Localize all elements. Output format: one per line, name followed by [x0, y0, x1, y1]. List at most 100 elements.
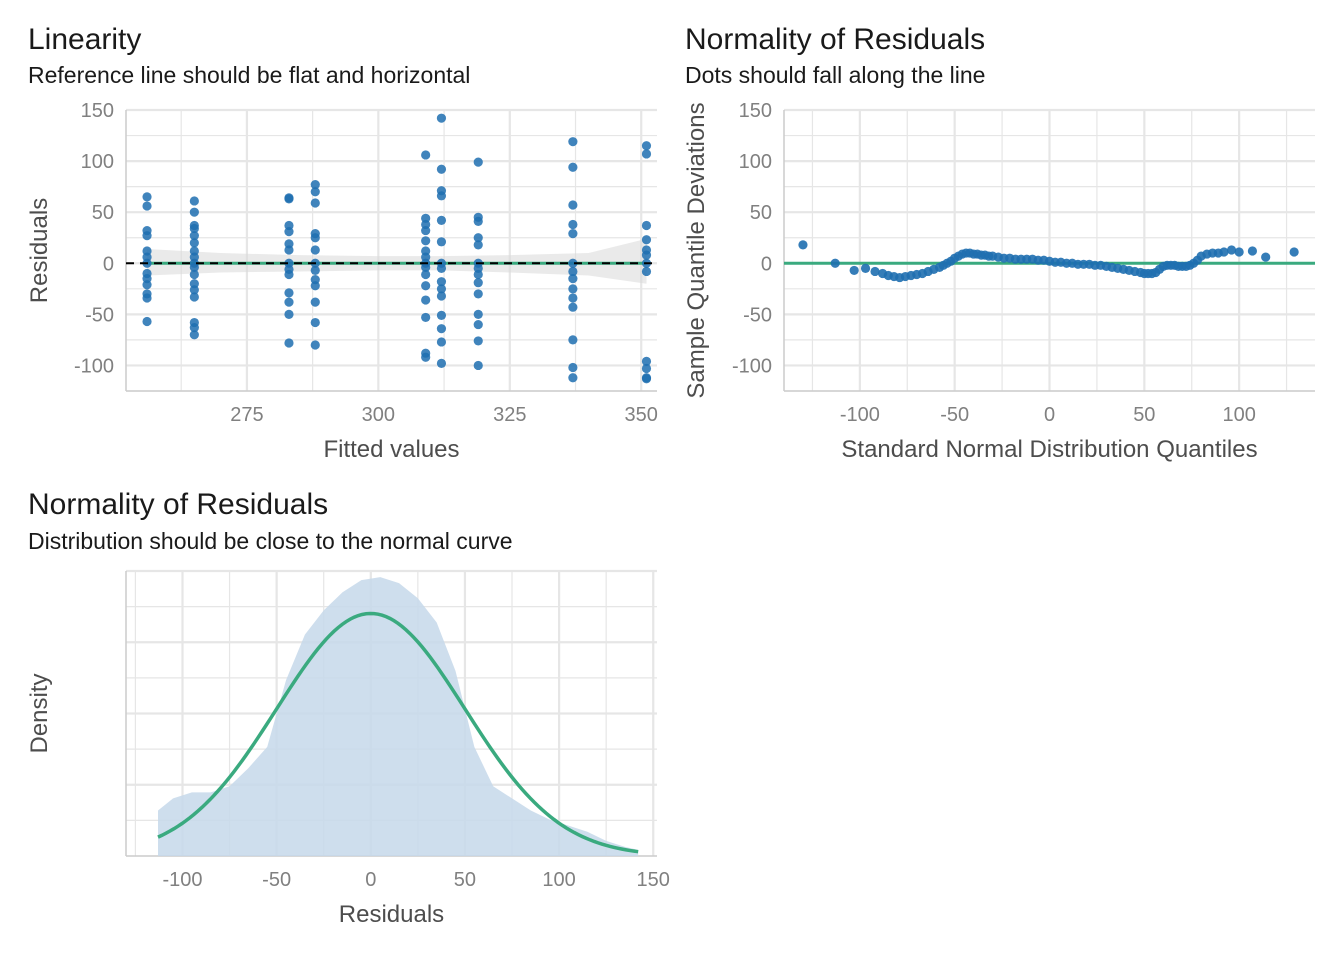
- qq-x-tick-label: 50: [1133, 404, 1155, 426]
- linearity-point: [421, 225, 431, 236]
- linearity-point: [310, 297, 320, 307]
- linearity-point: [568, 302, 578, 312]
- linearity-point: [436, 284, 447, 294]
- qq-x-tick-label: -50: [940, 404, 969, 426]
- density-x-axis-title: Residuals: [339, 901, 444, 928]
- linearity-point: [142, 293, 152, 303]
- linearity-y-tick-label: -50: [85, 304, 114, 326]
- linearity-point: [641, 374, 652, 384]
- linearity-point: [310, 187, 320, 197]
- linearity-point: [568, 373, 578, 383]
- linearity-point: [436, 113, 447, 123]
- linearity-point: [568, 219, 578, 230]
- linearity-point: [641, 220, 652, 231]
- qq-y-tick-label: -100: [732, 355, 772, 377]
- linearity-point: [310, 179, 320, 190]
- linearity-x-tick-label: 350: [625, 404, 658, 426]
- qq-title: Normality of Residuals: [685, 23, 986, 56]
- linearity-point: [284, 288, 294, 298]
- qq-y-tick-label: 50: [750, 202, 772, 224]
- qq-point: [1289, 247, 1299, 257]
- linearity-point: [142, 316, 152, 327]
- linearity-point: [189, 238, 199, 248]
- linearity-point: [284, 297, 294, 307]
- linearity-point: [473, 319, 483, 330]
- linearity-point: [641, 141, 652, 151]
- linearity-point: [473, 233, 483, 243]
- qq-subtitle: Dots should fall along the line: [685, 62, 986, 88]
- linearity-point: [310, 265, 320, 276]
- linearity-point: [189, 269, 199, 280]
- qq-x-tick-label: -100: [840, 404, 880, 426]
- linearity-point: [421, 150, 431, 160]
- density-x-tick-label: 150: [637, 869, 670, 891]
- linearity-point: [421, 236, 431, 246]
- qq-point: [870, 266, 880, 277]
- linearity-point: [284, 226, 294, 237]
- linearity-subtitle: Reference line should be flat and horizo…: [28, 62, 471, 88]
- density-x-tick-label: 50: [454, 869, 476, 891]
- density-x-tick-label: 0: [365, 869, 376, 891]
- qq-point: [830, 258, 840, 268]
- qq-y-tick-label: 0: [761, 253, 772, 275]
- linearity-point: [568, 335, 578, 345]
- linearity-point: [421, 281, 431, 291]
- linearity-point: [473, 216, 483, 226]
- linearity-point: [473, 360, 483, 371]
- linearity-point: [284, 309, 294, 319]
- linearity-point: [421, 312, 431, 323]
- linearity-point: [189, 223, 199, 234]
- density-normal-curve: [157, 611, 639, 854]
- linearity-point: [189, 207, 199, 217]
- linearity-y-tick-label: 0: [103, 253, 114, 275]
- linearity-point: [473, 289, 483, 299]
- linearity-point: [568, 274, 578, 284]
- qq-point: [1261, 252, 1271, 262]
- linearity-point: [310, 198, 320, 208]
- linearity-point: [641, 266, 652, 277]
- linearity-point: [436, 337, 447, 347]
- linearity-point: [436, 263, 447, 273]
- linearity-point: [641, 149, 652, 159]
- linearity-point: [473, 269, 483, 280]
- linearity-point: [436, 215, 447, 225]
- linearity-point: [189, 262, 199, 272]
- linearity-confidence-band: [147, 238, 647, 284]
- linearity-point: [568, 293, 578, 303]
- linearity-point: [473, 336, 483, 346]
- linearity-point: [189, 292, 199, 302]
- linearity-point: [568, 266, 578, 277]
- linearity-point: [568, 362, 578, 373]
- qq-x-tick-label: 100: [1222, 404, 1255, 426]
- qq-point: [849, 265, 859, 276]
- qq-point: [1226, 245, 1237, 255]
- linearity-point: [436, 310, 447, 320]
- linearity-point: [310, 340, 320, 350]
- linearity-y-tick-label: 50: [92, 202, 114, 224]
- qq-y-tick-label: -50: [743, 304, 772, 326]
- linearity-point: [436, 358, 447, 369]
- linearity-point: [284, 194, 294, 204]
- linearity-point: [641, 363, 652, 374]
- linearity-point: [189, 330, 199, 340]
- density-area: [158, 577, 639, 856]
- density-x-tick-label: -50: [262, 869, 291, 891]
- linearity-point: [189, 231, 199, 241]
- linearity-point: [641, 250, 652, 260]
- linearity-point: [310, 245, 320, 255]
- linearity-point: [310, 233, 320, 243]
- density-x-tick-label: 100: [542, 869, 575, 891]
- linearity-point: [568, 284, 578, 294]
- linearity-point: [284, 338, 294, 348]
- qq-point: [1234, 247, 1244, 257]
- density-title: Normality of Residuals: [28, 488, 329, 521]
- linearity-x-tick-label: 325: [493, 404, 526, 426]
- qq-x-tick-label: 0: [1044, 404, 1055, 426]
- linearity-point: [189, 196, 199, 206]
- linearity-point: [436, 324, 447, 334]
- linearity-point: [436, 164, 447, 174]
- linearity-point: [641, 356, 652, 366]
- linearity-y-axis-title: Residuals: [26, 198, 53, 303]
- linearity-point: [473, 157, 483, 167]
